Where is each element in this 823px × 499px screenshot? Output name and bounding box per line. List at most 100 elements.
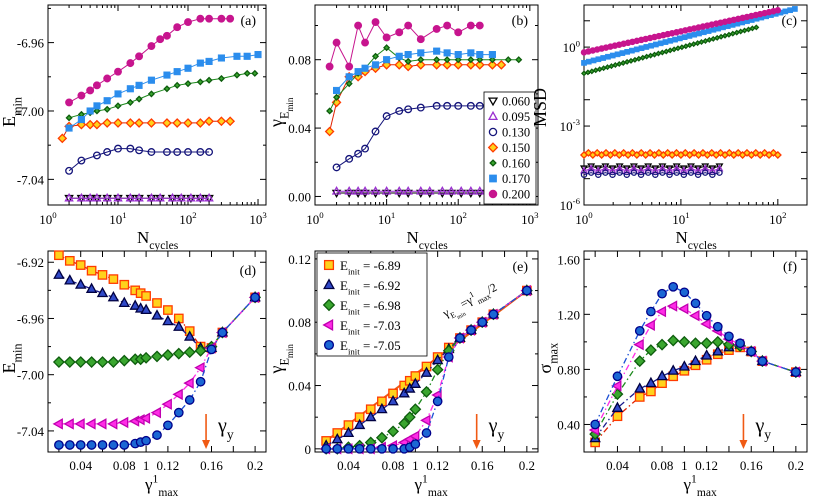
- data-point: [251, 69, 259, 77]
- data-point: [646, 386, 656, 397]
- data-point: [645, 376, 657, 388]
- data-point: [580, 171, 588, 178]
- data-point: [496, 59, 507, 70]
- data-point: [605, 53, 611, 60]
- data-point: [590, 57, 597, 64]
- data-point: [195, 118, 206, 128]
- data-point: [443, 21, 452, 30]
- data-point: [595, 171, 602, 178]
- plot-frame: [314, 4, 539, 206]
- data-point: [787, 7, 793, 14]
- data-point: [609, 52, 616, 59]
- x-tick-label: 1: [143, 458, 150, 473]
- data-point: [751, 148, 760, 157]
- data-point: [433, 56, 441, 64]
- series-Einit-6-92: [53, 268, 261, 352]
- series-0-095: [580, 164, 724, 174]
- data-point: [678, 360, 691, 371]
- data-point: [85, 119, 96, 130]
- data-point: [141, 435, 151, 446]
- data-point: [345, 154, 354, 163]
- gamma-y-label: γy: [488, 415, 505, 442]
- data-point: [774, 7, 782, 14]
- y-axis-label-part: min: [285, 97, 295, 112]
- data-point: [659, 169, 666, 176]
- data-point: [716, 148, 725, 157]
- x-axis-label-part: max: [158, 486, 178, 499]
- data-point: [431, 353, 444, 365]
- data-point: [371, 52, 380, 60]
- data-point: [466, 101, 475, 110]
- data-point: [205, 76, 213, 84]
- data-point: [725, 148, 734, 157]
- data-point: [107, 290, 120, 302]
- x-tick-label-part: 2: [782, 210, 786, 220]
- data-point: [409, 403, 422, 416]
- data-point: [611, 380, 622, 392]
- data-point: [708, 165, 717, 173]
- x-tick-label: 0.2: [788, 458, 804, 473]
- data-point: [152, 430, 162, 440]
- data-point: [504, 56, 512, 64]
- legend-label-part: init: [348, 287, 360, 297]
- legend-marker: [489, 174, 497, 183]
- data-point: [629, 164, 638, 172]
- data-point: [694, 165, 703, 173]
- data-point: [147, 76, 155, 84]
- y-tick-label: 10-6: [560, 196, 581, 213]
- legend-marker: [322, 298, 336, 312]
- data-point: [75, 440, 86, 450]
- data-point: [580, 165, 588, 173]
- data-point: [161, 398, 172, 410]
- data-point: [147, 90, 155, 98]
- data-point: [186, 192, 196, 202]
- y-tick-label: 1.60: [557, 252, 580, 267]
- data-point: [689, 354, 702, 366]
- data-point: [243, 52, 251, 60]
- gamma-y-label-part: y: [227, 427, 234, 442]
- series-0-170: [581, 6, 798, 66]
- data-point: [432, 101, 441, 110]
- y-axis-label-part: σ: [535, 364, 555, 374]
- data-point: [243, 69, 251, 77]
- panel-tag: (d): [240, 264, 257, 279]
- axis-labels: Ncycles γEmin: [266, 97, 448, 252]
- panel-tag: (a): [240, 14, 256, 29]
- data-point: [689, 337, 702, 350]
- data-point: [64, 255, 75, 266]
- data-point: [715, 164, 724, 172]
- x-axis-label-part: cycles: [688, 239, 717, 252]
- data-point: [467, 49, 475, 57]
- data-point: [404, 21, 413, 30]
- y-tick-label: -6.96: [17, 36, 45, 51]
- data-point: [354, 21, 363, 30]
- legend-marker: [323, 259, 335, 271]
- data-point: [151, 350, 163, 363]
- data-point: [54, 250, 64, 261]
- data-point: [443, 101, 452, 110]
- series-Einit-7-05: [54, 292, 260, 450]
- data-point: [622, 165, 631, 173]
- x-tick-label-part: 1: [685, 210, 689, 220]
- x-axis-label: γ1max: [683, 472, 717, 499]
- data-point: [126, 59, 135, 68]
- data-point: [96, 418, 107, 430]
- data-point: [587, 164, 596, 172]
- legend-label: Einit = -6.98: [340, 298, 401, 317]
- y-axis-label-part: MSD: [530, 88, 550, 127]
- data-point: [681, 34, 688, 40]
- data-point: [634, 382, 646, 393]
- data-point: [646, 148, 655, 157]
- data-point: [672, 164, 681, 172]
- series-0-170: [65, 51, 262, 132]
- data-point: [420, 385, 433, 398]
- data-point: [184, 148, 192, 156]
- data-point: [114, 90, 122, 98]
- data-point: [217, 327, 228, 338]
- y-axis-label: γEmin: [266, 344, 295, 375]
- legend-label: 0.060: [502, 95, 530, 109]
- y-tick-label: 0.04: [288, 121, 311, 136]
